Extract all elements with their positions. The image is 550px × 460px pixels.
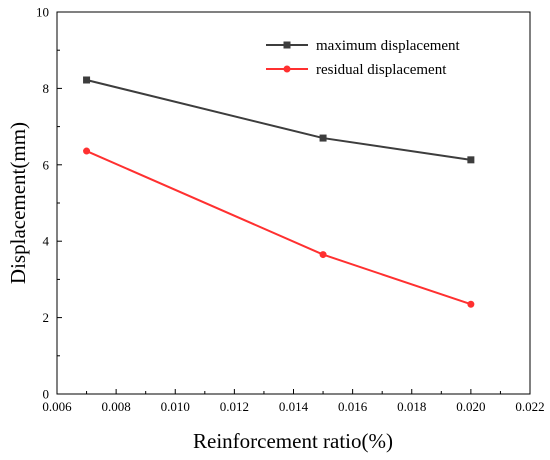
- x-tick-label: 0.022: [515, 399, 544, 414]
- y-tick-label: 4: [43, 234, 50, 249]
- data-point-maximum-displacement: [467, 156, 475, 164]
- series-line-maximum-displacement: [86, 79, 472, 161]
- series-layer: [83, 76, 475, 308]
- legend-label-residual-displacement: residual displacement: [316, 62, 447, 78]
- legend-label-maximum-displacement: maximum displacement: [316, 38, 461, 54]
- data-point-maximum-displacement: [319, 134, 327, 142]
- x-tick-label: 0.008: [102, 399, 131, 414]
- data-point-residual-displacement: [467, 300, 475, 308]
- y-tick-label: 2: [43, 310, 50, 325]
- x-tick-label: 0.006: [42, 399, 72, 414]
- legend-marker-residual-displacement: [283, 65, 291, 73]
- x-tick-label: 0.016: [338, 399, 368, 414]
- x-axis: 0.006 0.008 0.010 0.012 0.014 0.016 0.018 0.020…: [42, 389, 545, 414]
- x-tick-label: 0.018: [397, 399, 426, 414]
- data-point-maximum-displacement: [83, 76, 91, 84]
- legend: maximum displacement residual displaceme…: [266, 38, 461, 78]
- y-axis: 0 2 4 6 8 10: [36, 5, 62, 402]
- y-axis-title: Displacement(mm): [6, 122, 30, 284]
- x-tick-label: 0.020: [456, 399, 485, 414]
- x-tick-label: 0.010: [161, 399, 190, 414]
- x-tick-label: 0.014: [279, 399, 309, 414]
- legend-marker-maximum-displacement: [283, 41, 291, 49]
- y-tick-label: 0: [43, 387, 50, 402]
- y-tick-label: 10: [36, 5, 49, 20]
- x-axis-title: Reinforcement ratio(%): [193, 429, 393, 453]
- y-tick-label: 6: [43, 157, 50, 172]
- y-tick-label: 8: [43, 81, 50, 96]
- x-tick-label: 0.012: [220, 399, 249, 414]
- series-line-residual-displacement: [86, 150, 472, 306]
- data-point-residual-displacement: [83, 147, 91, 155]
- data-point-residual-displacement: [319, 251, 327, 259]
